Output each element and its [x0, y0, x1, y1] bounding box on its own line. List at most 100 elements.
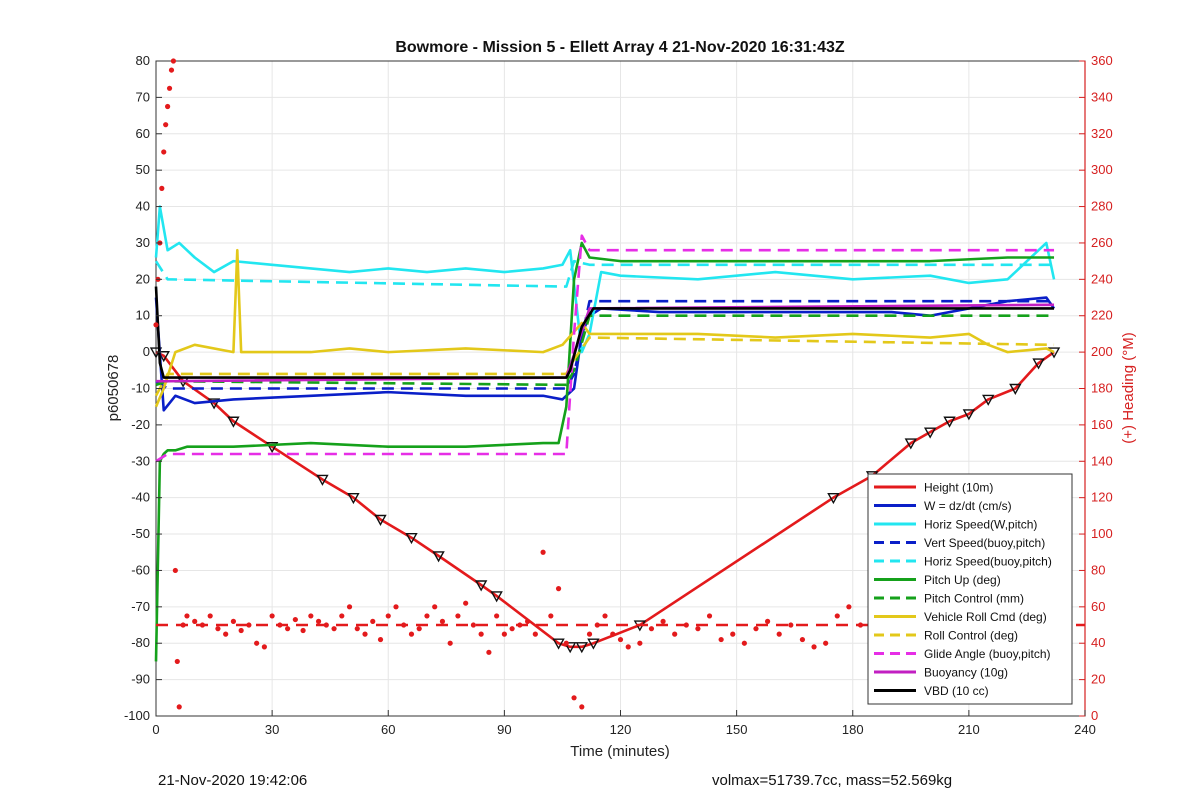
heading-point	[501, 631, 507, 637]
heading-point	[277, 622, 283, 628]
heading-point	[509, 626, 515, 632]
heading-point	[315, 618, 322, 624]
height-marker	[943, 416, 956, 428]
y2-tick-label: 60	[1091, 599, 1105, 614]
y-tick-label: 30	[136, 235, 150, 250]
heading-point	[166, 85, 173, 91]
legend-box	[867, 473, 1073, 705]
heading-point	[370, 618, 376, 624]
legend-label: Pitch Up (deg)	[924, 573, 1001, 587]
heading-point	[586, 631, 593, 637]
heading-point	[517, 622, 523, 628]
heading-point	[579, 704, 585, 710]
height-marker	[265, 442, 279, 454]
heading-point	[764, 618, 771, 624]
heading-point	[172, 567, 178, 574]
heading-point	[776, 631, 782, 637]
y-tick-label: -20	[131, 417, 150, 432]
y2-tick-label: 260	[1091, 235, 1113, 250]
height-marker	[575, 642, 588, 654]
y2-tick-label: 200	[1091, 344, 1113, 359]
heading-point	[269, 613, 275, 619]
legend-label: VBD (10 cc)	[924, 684, 989, 698]
heading-point	[159, 185, 165, 191]
heading-point	[385, 613, 391, 619]
heading-layer	[153, 58, 1085, 710]
y-tick-label: 50	[136, 162, 150, 177]
heading-point	[470, 622, 477, 628]
height-marker	[432, 551, 445, 563]
heading-point	[285, 626, 291, 632]
y-axis-label: p6050678	[105, 355, 122, 422]
y2-tick-label: 220	[1091, 308, 1113, 323]
heading-point	[706, 613, 713, 619]
footer-timestamp: 21-Nov-2020 19:42:06	[158, 772, 308, 789]
heading-point	[362, 631, 368, 637]
height-marker	[923, 427, 937, 439]
series-line-pitch-control-mm	[155, 314, 1055, 387]
height-marker	[207, 398, 221, 410]
heading-point	[540, 549, 546, 555]
heading-point	[408, 631, 415, 637]
heading-point	[401, 622, 407, 628]
heading-point	[571, 695, 577, 701]
heading-point	[610, 631, 616, 637]
heading-point	[857, 622, 864, 628]
y-tick-label: -10	[131, 381, 150, 396]
y-tick-label: -80	[131, 635, 150, 650]
y2-tick-label: 300	[1091, 162, 1113, 177]
heading-point	[207, 613, 213, 619]
heading-point	[648, 626, 655, 632]
y-tick-label: 80	[136, 53, 150, 68]
heading-point	[174, 658, 180, 665]
y2-tick-label: 240	[1091, 271, 1113, 286]
y2-tick-label: 80	[1091, 562, 1105, 577]
series-line-glide-angle-buoy-pitch	[155, 234, 1055, 463]
heading-point	[377, 636, 384, 643]
heading-point	[447, 640, 453, 646]
x-axis-label: Time (minutes)	[570, 743, 669, 760]
heading-point	[300, 627, 306, 634]
heading-point	[153, 322, 159, 328]
y2-tick-label: 40	[1091, 635, 1105, 650]
legend-label: Horiz Speed(W,pitch)	[924, 518, 1037, 532]
y2-tick-label: 20	[1091, 672, 1105, 687]
heading-point	[563, 640, 569, 646]
heading-point	[432, 604, 438, 610]
heading-point	[846, 604, 852, 610]
y-tick-label: 70	[136, 89, 150, 104]
height-marker	[1047, 347, 1061, 359]
heading-point	[602, 613, 608, 619]
x-tick-label: 30	[265, 722, 279, 737]
x-tick-label: 0	[152, 722, 159, 737]
legend-label: Pitch Control (mm)	[924, 592, 1024, 606]
heading-point	[486, 649, 492, 655]
series-line-roll-control-deg	[154, 336, 1055, 397]
legend-label: Vert Speed(buoy,pitch)	[924, 536, 1045, 550]
y2-tick-label: 120	[1091, 490, 1113, 505]
series-line-vehicle-roll-cmd-deg	[154, 248, 1055, 408]
y2-tick-label: 320	[1091, 126, 1113, 141]
heading-point	[672, 631, 678, 637]
heading-point	[393, 604, 399, 610]
y-tick-label: -30	[131, 453, 150, 468]
y-tick-label: 60	[136, 126, 150, 141]
heading-point	[637, 640, 643, 646]
heading-point	[617, 636, 624, 643]
heading-point	[170, 58, 177, 64]
footer-stats: volmax=51739.7cc, mass=52.569kg	[712, 772, 953, 789]
heading-point	[199, 622, 206, 628]
heading-point	[478, 631, 484, 637]
heading-point	[695, 626, 701, 632]
heading-point	[439, 618, 446, 624]
chart-title: Bowmore - Mission 5 - Ellett Array 4 21-…	[395, 39, 845, 56]
heading-point	[525, 618, 531, 624]
y-tick-label: -40	[131, 490, 150, 505]
heading-point	[660, 618, 666, 624]
x-tick-label: 120	[610, 722, 632, 737]
height-marker	[316, 474, 329, 486]
ticks: 0 30 60 90 120 150 180 210 240-100-90-80-70-60-5…	[124, 53, 1113, 737]
x-tick-label: 180	[842, 722, 864, 737]
legend-label: Vehicle Roll Cmd (deg)	[924, 610, 1047, 624]
